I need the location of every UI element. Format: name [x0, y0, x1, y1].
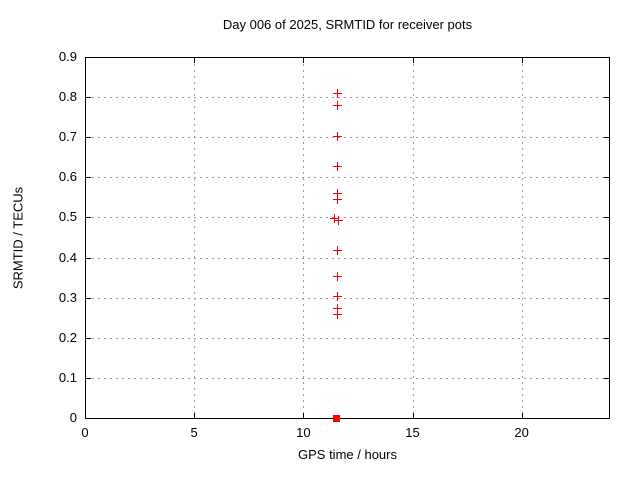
x-tick-label: 20	[514, 425, 529, 440]
data-point-plus	[332, 310, 342, 320]
y-tick-mark-right	[604, 137, 609, 139]
h-gridline	[86, 137, 609, 139]
h-gridline	[86, 177, 609, 179]
y-tick-label: 0.4	[58, 249, 77, 265]
y-tick-mark	[86, 377, 91, 379]
y-tick-mark-right	[604, 337, 609, 339]
y-tick-label: 0.7	[58, 129, 77, 145]
x-tick-label: 0	[81, 425, 89, 440]
x-tick-mark-top	[194, 58, 196, 63]
y-tick-mark-right	[604, 177, 609, 179]
x-tick-mark-top	[521, 58, 523, 63]
plot-area	[85, 57, 610, 419]
data-point-plus	[334, 215, 344, 225]
y-tick-mark-right	[604, 97, 609, 99]
y-tick-mark	[86, 177, 91, 179]
y-tick-mark	[86, 297, 91, 299]
y-tick-mark	[86, 257, 91, 259]
h-gridline	[86, 337, 609, 339]
v-gridline	[194, 58, 196, 418]
h-gridline	[86, 297, 609, 299]
y-tick-label: 0.5	[58, 209, 77, 225]
x-tick-mark	[194, 413, 196, 418]
data-point-plus	[332, 162, 342, 172]
y-axis-label: SRMTID / TECUs	[10, 186, 26, 290]
y-tick-label: 0.6	[58, 169, 77, 185]
y-tick-label: 0.2	[58, 329, 77, 345]
y-tick-mark-right	[604, 297, 609, 299]
y-tick-label: 0.1	[58, 369, 77, 385]
x-tick-mark-top	[85, 58, 86, 63]
x-tick-label: 10	[296, 425, 311, 440]
x-tick-label: 15	[405, 425, 420, 440]
x-tick-mark-top	[303, 58, 305, 63]
h-gridline	[86, 217, 609, 219]
y-tick-mark	[86, 97, 91, 99]
x-tick-mark	[303, 413, 305, 418]
y-tick-mark	[86, 217, 91, 219]
data-point-plus	[332, 101, 342, 111]
x-tick-mark	[85, 413, 86, 418]
data-point-plus	[332, 194, 342, 204]
data-point-plus	[332, 304, 342, 314]
data-point-plus	[332, 271, 342, 281]
data-point-plus	[332, 88, 342, 98]
x-tick-mark	[412, 413, 414, 418]
y-tick-label: 0.8	[58, 89, 77, 105]
y-tick-mark	[86, 337, 91, 339]
y-tick-mark-right	[604, 418, 609, 419]
data-point-plus	[332, 292, 342, 302]
y-tick-label: 0.9	[58, 49, 77, 64]
h-gridline	[86, 377, 609, 379]
y-tick-mark	[86, 57, 91, 58]
y-tick-mark	[86, 418, 91, 419]
data-point-plus	[332, 132, 342, 142]
data-point-plus	[332, 246, 342, 256]
data-point-plus	[330, 214, 340, 224]
y-tick-mark-right	[604, 57, 609, 58]
chart-title: Day 006 of 2025, SRMTID for receiver pot…	[222, 17, 473, 32]
y-tick-mark-right	[604, 257, 609, 259]
x-tick-label: 5	[190, 425, 198, 440]
v-gridline	[521, 58, 523, 418]
y-tick-label: 0	[69, 410, 77, 425]
x-axis-label: GPS time / hours	[298, 447, 397, 462]
y-tick-mark	[86, 137, 91, 139]
data-point-square	[332, 414, 340, 422]
x-tick-mark	[521, 413, 523, 418]
x-tick-mark-top	[412, 58, 414, 63]
y-tick-mark-right	[604, 217, 609, 219]
data-point-plus	[332, 188, 342, 198]
v-gridline	[303, 58, 305, 418]
v-gridline	[412, 58, 414, 418]
y-tick-mark-right	[604, 377, 609, 379]
h-gridline	[86, 97, 609, 99]
y-tick-label: 0.3	[58, 289, 77, 305]
h-gridline	[86, 257, 609, 259]
